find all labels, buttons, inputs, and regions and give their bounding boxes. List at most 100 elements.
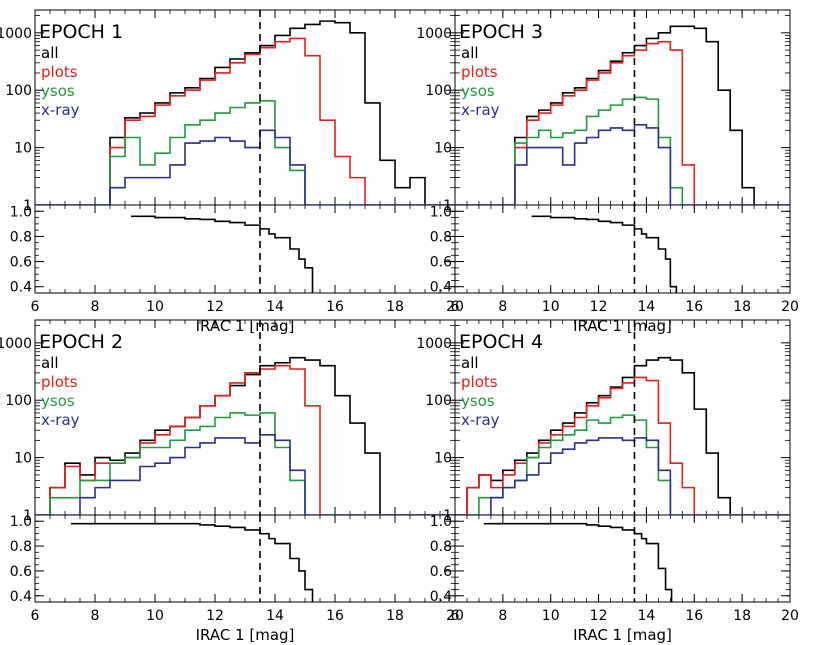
series-x-ray-step [35, 433, 455, 515]
y-tick-label: 10 [434, 141, 452, 157]
legend-entry-all: all [461, 44, 479, 62]
x-tick-label: 20 [446, 299, 464, 315]
ratio-group [483, 522, 673, 602]
series-all-step [455, 356, 790, 515]
ratio-y-tick-label: 0.6 [10, 255, 32, 271]
epoch-title: EPOCH 3 [459, 21, 543, 43]
series-plots-step [35, 37, 455, 205]
x-axis-title: IRAC 1 [mag] [196, 626, 295, 644]
y-tick-label: 1000 [416, 336, 452, 352]
x-tick-label: 14 [266, 608, 284, 624]
series-x-ray-step [35, 129, 455, 205]
ratio-y-tick-label: 1.0 [10, 204, 32, 220]
histogram-series-group [455, 25, 790, 205]
ratio-group [531, 215, 678, 293]
epoch-title: EPOCH 1 [39, 21, 123, 43]
x-tick-label: 10 [146, 608, 164, 624]
panel-epoch-2: 6 8 10 12 14 16 18 2011010010000.40.60.81.0EPOC… [0, 319, 464, 644]
ratio-y-tick-label: 0.6 [430, 564, 452, 580]
y-tick-label: 1000 [0, 336, 32, 352]
x-tick-label: 16 [685, 608, 703, 624]
panel-epoch-3: 6 8 10 12 14 16 18 20 1 10 100 1000 0.4 0.6 0.8 1.0 EPOC… [416, 9, 799, 335]
legend-entry-x-ray: x-ray [41, 411, 80, 429]
panel-epoch-1: 6 8 10 12 14 16 18 2011010010000.40.60.81.0EPOC… [0, 9, 464, 335]
legend-entry-x-ray: x-ray [461, 411, 500, 429]
x-tick-label: 6 [31, 608, 40, 624]
legend-entry-plots: plots [41, 373, 78, 391]
legend-entry-all: all [41, 354, 59, 372]
x-tick-label: 12 [590, 299, 608, 315]
y-tick-label: 1 [443, 198, 452, 214]
legend-entry-plots: plots [461, 373, 498, 391]
legend-entry-ysos: ysos [41, 392, 75, 410]
ratio-y-tick-label: 0.8 [430, 539, 452, 555]
ratio-group [71, 522, 314, 602]
x-tick-label: 8 [498, 608, 507, 624]
histogram-series-group [455, 356, 790, 515]
x-tick-label: 16 [326, 608, 344, 624]
x-tick-label: 20 [781, 299, 799, 315]
x-tick-label: 16 [685, 299, 703, 315]
series-ysos-step [35, 100, 455, 205]
legend-entry-x-ray: x-ray [461, 101, 500, 119]
ratio-curve [71, 522, 314, 602]
x-tick-label: 12 [206, 299, 224, 315]
series-x-ray-step [455, 437, 790, 515]
ratio-y-tick-label: 1.0 [430, 204, 452, 220]
y-tick-label: 1000 [0, 26, 32, 42]
epoch-title: EPOCH 4 [459, 331, 543, 353]
x-tick-label: 6 [31, 299, 40, 315]
x-tick-label: 18 [386, 299, 404, 315]
ratio-y-tick-label: 0.4 [430, 589, 452, 605]
ratio-y-tick-label: 0.8 [10, 229, 32, 245]
y-tick-label: 1 [23, 508, 32, 524]
x-tick-label: 10 [542, 608, 560, 624]
y-tick-label: 10 [14, 451, 32, 467]
x-tick-label: 20 [446, 608, 464, 624]
x-tick-label: 12 [590, 608, 608, 624]
ratio-y-tick-label: 1.0 [430, 514, 452, 530]
y-tick-label: 100 [425, 393, 452, 409]
y-tick-label: 100 [5, 83, 32, 99]
x-tick-label: 20 [781, 608, 799, 624]
ratio-y-tick-label: 0.6 [10, 564, 32, 580]
series-ysos-step [455, 96, 790, 205]
ratio-y-tick-label: 0.6 [430, 255, 452, 271]
x-tick-label: 8 [498, 299, 507, 315]
legend-entry-all: all [41, 44, 59, 62]
ratio-group [131, 215, 314, 293]
ratio-curve [131, 215, 314, 293]
panel-epoch-4: 6 8 10 12 14 16 18 20 1 10 100 1000 0.4 0.6 0.8 1.0 EPOC… [416, 319, 799, 644]
x-tick-label: 18 [386, 608, 404, 624]
x-tick-label: 18 [733, 299, 751, 315]
y-tick-label: 10 [14, 141, 32, 157]
x-axis-title: IRAC 1 [mag] [573, 317, 672, 335]
ratio-curve [483, 522, 673, 602]
y-tick-label: 1 [23, 198, 32, 214]
y-tick-label: 1000 [416, 26, 452, 42]
series-ysos-step [35, 412, 455, 515]
ratio-y-tick-label: 0.4 [10, 589, 32, 605]
x-tick-label: 10 [542, 299, 560, 315]
x-axis-title: IRAC 1 [mag] [196, 317, 295, 335]
series-x-ray-step [455, 123, 790, 205]
x-axis-title: IRAC 1 [mag] [573, 626, 672, 644]
x-tick-label: 14 [638, 299, 656, 315]
legend-entry-ysos: ysos [41, 82, 75, 100]
legend-entry-plots: plots [461, 63, 498, 81]
ratio-y-tick-label: 0.8 [10, 539, 32, 555]
series-plots-step [455, 40, 790, 205]
histogram-series-group [35, 20, 455, 205]
legend-entry-plots: plots [41, 63, 78, 81]
series-all-step [35, 20, 455, 205]
legend-entry-ysos: ysos [461, 392, 495, 410]
y-tick-label: 100 [425, 83, 452, 99]
legend-entry-x-ray: x-ray [41, 101, 80, 119]
ratio-frame [34, 204, 456, 294]
y-tick-label: 1 [443, 508, 452, 524]
series-plots-step [455, 376, 790, 515]
x-tick-label: 18 [733, 608, 751, 624]
ratio-y-tick-label: 0.4 [430, 280, 452, 296]
x-tick-label: 16 [326, 299, 344, 315]
